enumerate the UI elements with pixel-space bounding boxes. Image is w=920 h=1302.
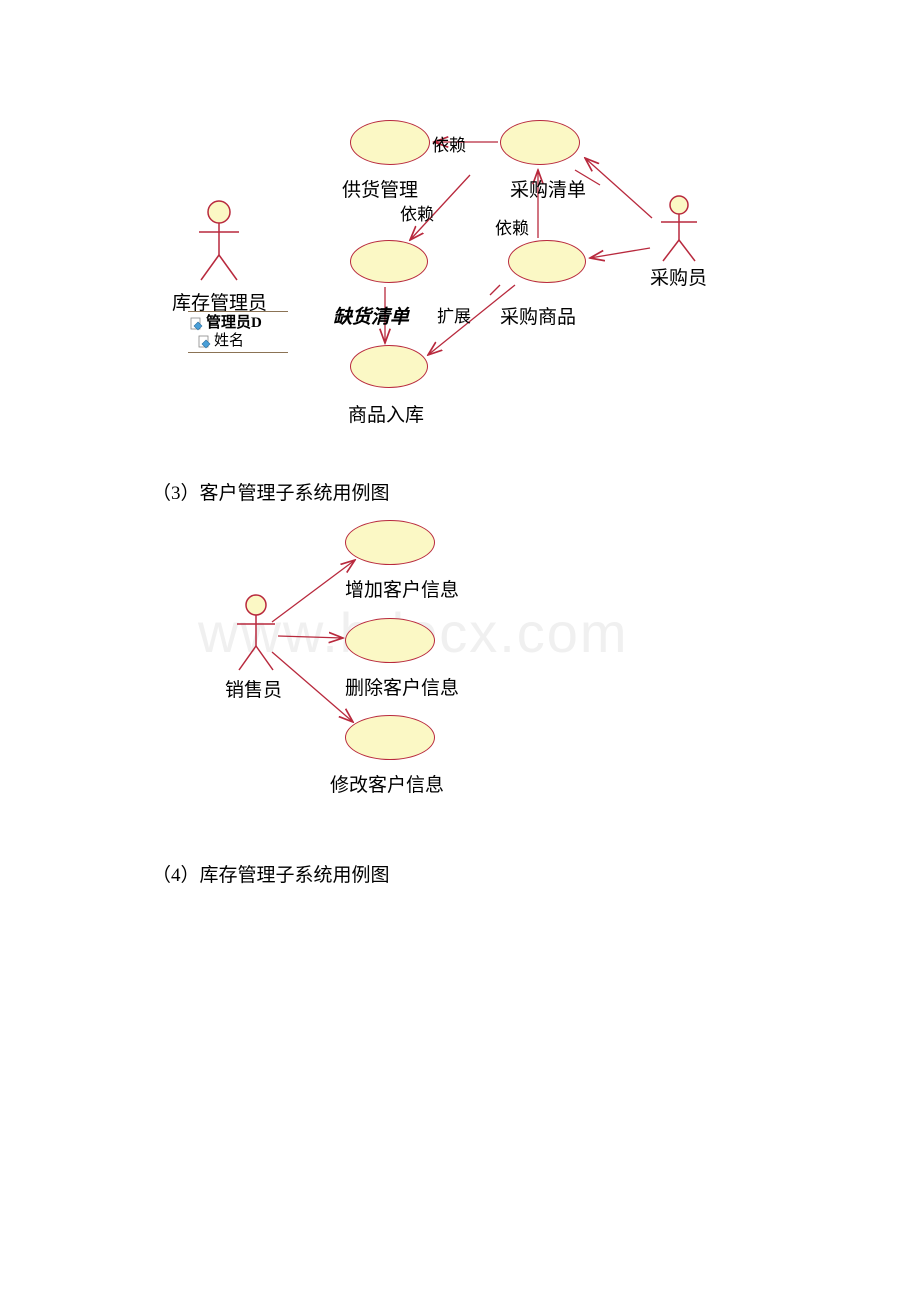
usecase-add-customer-label: 增加客户信息 xyxy=(345,575,459,602)
usecase-del-customer-label: 删除客户信息 xyxy=(345,673,459,700)
diagram-2-customer: 销售员 增加客户信息 删除客户信息 修改客户信息 xyxy=(0,0,920,800)
actor-salesperson-label: 销售员 xyxy=(225,675,282,702)
usecase-mod-customer xyxy=(345,715,435,760)
usecase-del-customer xyxy=(345,618,435,663)
usecase-add-customer xyxy=(345,520,435,565)
diagram2-arrows xyxy=(0,0,920,800)
actor-salesperson xyxy=(232,594,280,672)
heading-4: （4）库存管理子系统用例图 xyxy=(152,860,390,887)
usecase-mod-customer-label: 修改客户信息 xyxy=(330,770,444,797)
